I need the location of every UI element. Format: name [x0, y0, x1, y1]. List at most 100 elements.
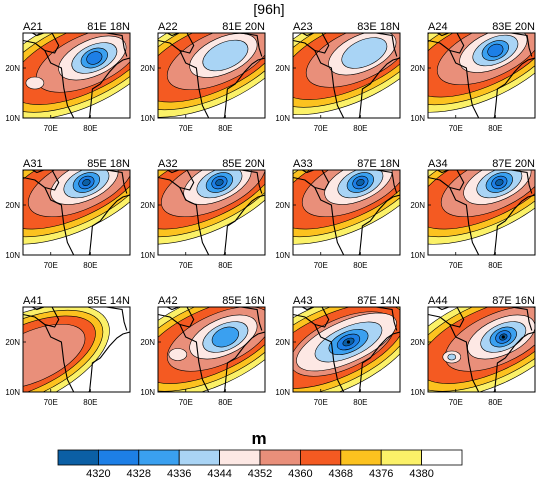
country-border — [510, 307, 533, 331]
x-tick-label: 70E — [44, 261, 58, 270]
contour-layer — [158, 33, 265, 118]
panel-id: A22 — [158, 21, 178, 33]
coastline — [293, 39, 400, 118]
country-border — [375, 33, 398, 57]
country-border — [240, 170, 263, 194]
coastline — [428, 313, 535, 392]
x-tick-label: 70E — [179, 124, 193, 133]
panel-frame — [157, 32, 266, 119]
x-tick-label: 80E — [218, 124, 232, 133]
panel-location: 83E 20N — [492, 21, 535, 33]
y-tick-label: 20N — [275, 64, 290, 73]
colorbar-swatch — [57, 449, 99, 466]
x-tick-label: 70E — [179, 398, 193, 407]
panel-location: 85E 16N — [222, 295, 265, 307]
coastline — [158, 176, 265, 255]
map-panel: A21 81E 18N 70E 80E 10N 20N — [5, 21, 131, 133]
y-tick-label: 10N — [5, 251, 20, 260]
colorbar: m 4320 4328 4336 4344 4352 4360 4368 4376 4380 — [57, 429, 463, 480]
panel-frame — [427, 306, 536, 393]
coastline — [23, 313, 130, 392]
panel-frame — [292, 306, 401, 393]
map-panel: A23 83E 18N 70E 80E 10N 20N — [275, 21, 401, 133]
map-panel: A34 87E 20N 70E 80E 10N 20N — [410, 158, 536, 270]
country-border — [301, 307, 330, 328]
low-center-marker — [501, 335, 505, 339]
y-tick-label: 20N — [410, 64, 425, 73]
coastline — [23, 39, 130, 118]
contour-layer — [293, 170, 400, 255]
map-panel: A24 83E 20N 70E 80E 10N 20N — [410, 21, 536, 133]
country-border — [301, 33, 330, 54]
secondary-low-outer — [168, 348, 188, 361]
panel-location: 85E 20N — [222, 158, 265, 170]
panel-id: A31 — [23, 158, 43, 170]
secondary-low-inner — [447, 353, 457, 361]
x-tick-label: 70E — [314, 124, 328, 133]
country-border — [105, 307, 128, 331]
panel-id: A41 — [23, 295, 43, 307]
map-panel: A31 85E 18N 70E 80E 10N 20N — [5, 158, 131, 270]
country-border — [301, 170, 330, 191]
colorbar-swatch — [259, 449, 301, 466]
y-tick-label: 20N — [5, 64, 20, 73]
contour-band — [487, 43, 504, 58]
colorbar-tick-label: 4320 — [86, 468, 110, 479]
x-tick-label: 70E — [449, 398, 463, 407]
coastline — [158, 39, 265, 118]
coastline — [293, 313, 400, 392]
coastline — [23, 176, 130, 255]
panel-location: 87E 14N — [357, 295, 400, 307]
panel-location: 87E 18N — [357, 158, 400, 170]
y-tick-label: 20N — [140, 64, 155, 73]
colorbar-swatch — [340, 449, 382, 466]
contour-layer — [158, 170, 265, 255]
country-border — [105, 170, 128, 194]
contour-band — [215, 179, 224, 186]
y-tick-label: 20N — [5, 338, 20, 347]
country-border — [436, 170, 465, 191]
panel-id: A21 — [23, 21, 43, 33]
panel-frame — [157, 169, 266, 256]
y-tick-label: 20N — [275, 338, 290, 347]
contour-layer — [158, 307, 265, 392]
y-tick-label: 20N — [275, 201, 290, 210]
panel-id: A33 — [293, 158, 313, 170]
coastline — [158, 313, 265, 392]
panel-frame — [22, 306, 131, 393]
colorbar-unit: m — [251, 429, 266, 448]
country-border — [436, 307, 465, 328]
country-border — [240, 33, 263, 57]
x-tick-label: 70E — [44, 398, 58, 407]
contour-layer — [23, 170, 130, 255]
colorbar-tick-label: 4336 — [167, 468, 191, 479]
contour-band — [341, 37, 388, 69]
map-panel: A44 87E 16N 70E 80E 10N 20N — [410, 295, 536, 407]
panel-frame — [292, 32, 401, 119]
panel-id: A34 — [428, 158, 448, 170]
colorbar-tick-label: 4380 — [409, 468, 433, 479]
map-panel: A43 87E 14N 70E 80E 10N 20N — [275, 295, 401, 407]
x-tick-label: 80E — [488, 261, 502, 270]
x-tick-label: 70E — [314, 261, 328, 270]
country-border — [166, 307, 195, 328]
country-border — [375, 170, 398, 194]
panel-location: 85E 14N — [87, 295, 130, 307]
y-tick-label: 10N — [275, 251, 290, 260]
country-border — [510, 170, 533, 194]
colorbar-swatch — [299, 449, 342, 466]
panel-frame — [427, 169, 536, 256]
panel-grid: A21 81E 18N 70E 80E 10N 20N A22 81E 20N 70E 80E 10… — [5, 21, 536, 407]
colorbar-tick-label: 4360 — [288, 468, 312, 479]
x-tick-label: 70E — [449, 261, 463, 270]
colorbar-tick-label: 4352 — [248, 468, 272, 479]
panel-id: A24 — [428, 21, 448, 33]
x-tick-label: 80E — [218, 398, 232, 407]
x-tick-label: 80E — [353, 398, 367, 407]
panel-frame — [22, 169, 131, 256]
y-tick-label: 20N — [140, 201, 155, 210]
contour-layer — [23, 307, 130, 392]
colorbar-swatch — [98, 449, 140, 466]
